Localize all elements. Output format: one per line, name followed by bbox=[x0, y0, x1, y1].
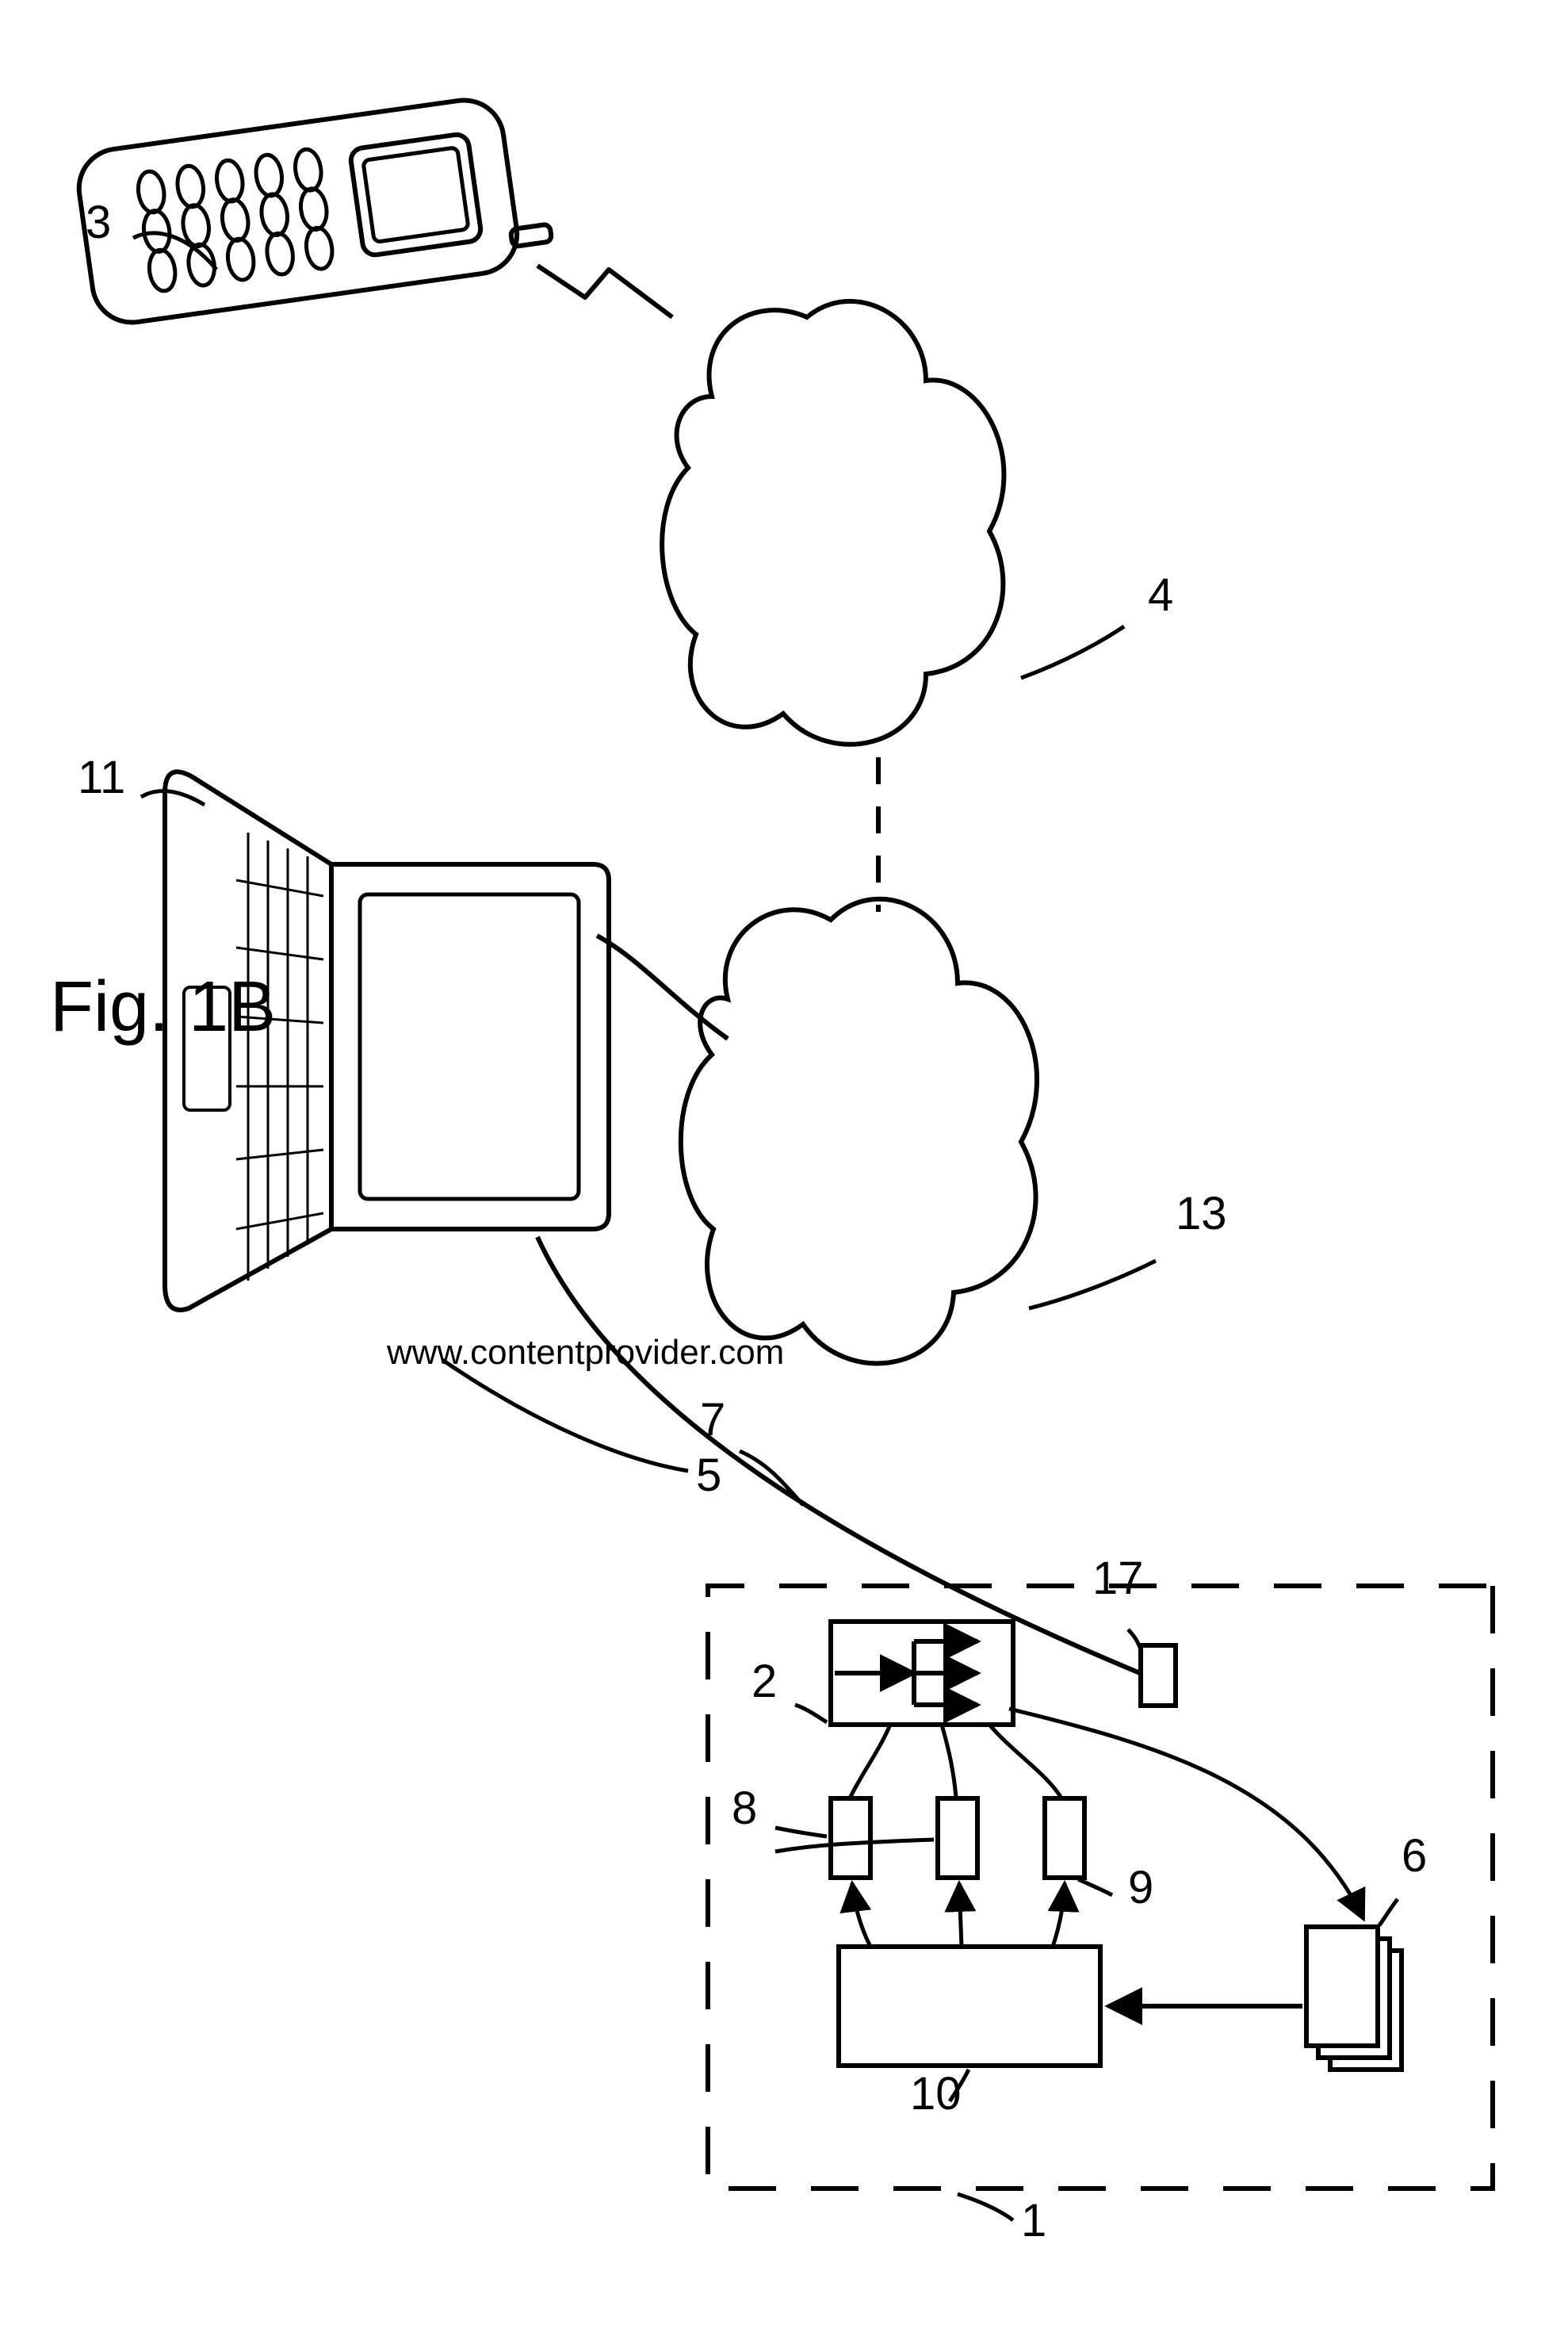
figure-caption: Fig. 1B bbox=[50, 967, 276, 1047]
agg-to-bot bbox=[851, 1725, 890, 1797]
agg-to-top bbox=[989, 1725, 1061, 1797]
big-to-mid bbox=[959, 1883, 962, 1947]
small-box-top bbox=[1045, 1798, 1084, 1878]
label-1: 1 bbox=[1021, 2195, 1046, 2246]
label-11: 11 bbox=[78, 752, 125, 803]
label-7: 7 bbox=[700, 1394, 725, 1446]
doc-stack-icon bbox=[1306, 1927, 1402, 2070]
label-5: 5 bbox=[696, 1449, 721, 1501]
wireless-link bbox=[537, 266, 672, 317]
small-box-bot bbox=[831, 1798, 870, 1878]
label-9: 9 bbox=[1128, 1862, 1153, 1913]
label-10: 10 bbox=[910, 2068, 962, 2120]
url-leader bbox=[442, 1360, 688, 1471]
node-17 bbox=[1141, 1645, 1176, 1706]
mobile-phone-icon bbox=[74, 90, 555, 327]
label-4: 4 bbox=[1148, 569, 1173, 621]
agg-to-mid bbox=[942, 1725, 956, 1797]
url-text: www.contentprovider.com bbox=[386, 1333, 784, 1372]
small-box-mid bbox=[938, 1798, 977, 1878]
label-17: 17 bbox=[1092, 1553, 1144, 1604]
big-to-top bbox=[1053, 1883, 1065, 1947]
label-6: 6 bbox=[1402, 1830, 1427, 1882]
label-2: 2 bbox=[751, 1656, 777, 1707]
cloud-to-laptop-link bbox=[597, 936, 728, 1039]
label-13: 13 bbox=[1176, 1188, 1227, 1239]
big-block bbox=[839, 1947, 1100, 2066]
cloud-right-icon bbox=[681, 899, 1037, 1364]
cloud-left-icon bbox=[662, 301, 1004, 745]
diagram-svg: 3 4 13 11 7 5 17 2 9 8 10 6 bbox=[0, 0, 1568, 2336]
label-3: 3 bbox=[86, 197, 111, 248]
agg-to-stack bbox=[1009, 1709, 1363, 1919]
label-8: 8 bbox=[732, 1783, 757, 1834]
aggregator-block bbox=[831, 1622, 1013, 1725]
big-to-bot bbox=[852, 1883, 870, 1947]
